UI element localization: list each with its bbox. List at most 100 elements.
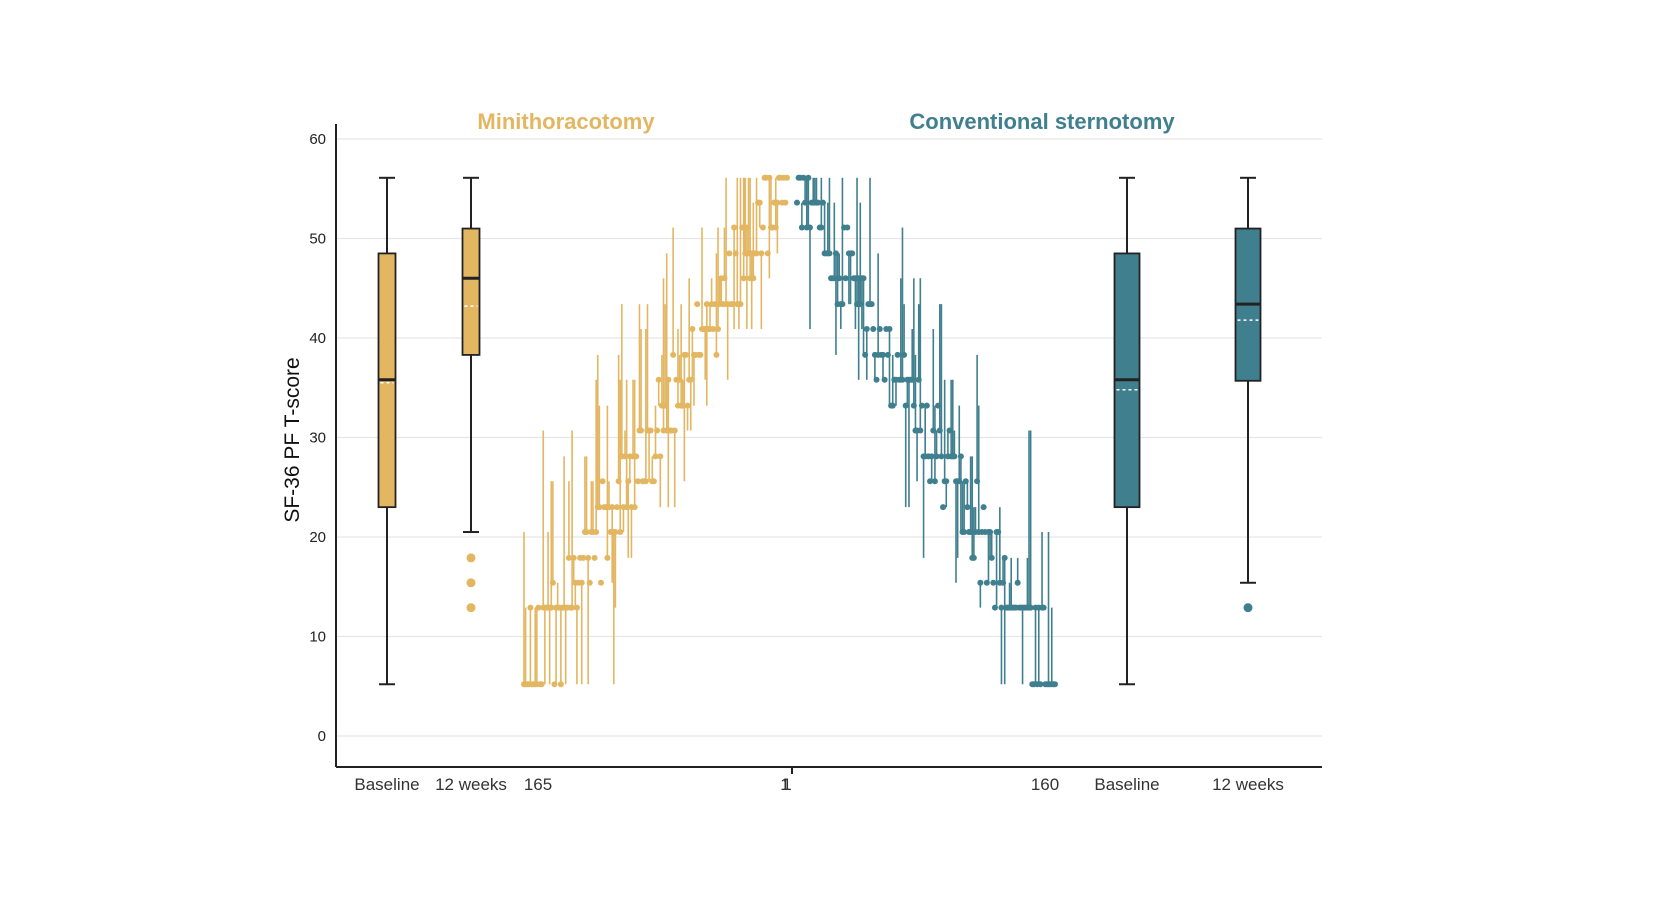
- patient-baseline-point: [753, 250, 760, 257]
- patient-baseline-point: [585, 554, 592, 561]
- x-tick-label: 12 weeks: [435, 775, 507, 794]
- patient-baseline-point: [596, 504, 603, 511]
- patient-baseline-point: [889, 402, 896, 409]
- patient-baseline-point: [918, 402, 925, 409]
- y-tick-label: 10: [309, 629, 326, 646]
- patient-baseline-point: [977, 579, 984, 586]
- box-plots: [377, 176, 1262, 686]
- patient-baseline-point: [899, 376, 906, 383]
- patient-baseline-point: [583, 529, 590, 536]
- patient-baseline-point: [617, 529, 624, 536]
- patient-baseline-point: [805, 174, 812, 181]
- patient-baseline-point: [794, 199, 800, 206]
- patient-baseline-point: [990, 579, 997, 586]
- y-tick-label: 40: [309, 330, 326, 347]
- patient-baseline-point: [750, 275, 757, 282]
- patient-baseline-point: [638, 427, 645, 434]
- patient-baseline-point: [609, 504, 616, 511]
- patient-baseline-point: [604, 554, 611, 561]
- patient-baseline-point: [980, 504, 987, 511]
- patient-baseline-point: [849, 250, 856, 257]
- patient-baseline-point: [1037, 681, 1044, 688]
- patient-baseline-point: [931, 478, 938, 485]
- conv-box-12-weeks: [1234, 176, 1262, 613]
- patient-baseline-point: [923, 402, 930, 409]
- patient-baseline-point: [844, 224, 851, 231]
- patient-baseline-point: [756, 199, 763, 206]
- patient-baseline-point: [961, 529, 968, 536]
- patient-baseline-point: [647, 427, 654, 434]
- y-tick-label: 50: [309, 231, 326, 248]
- patient-baseline-point: [689, 326, 696, 333]
- patient-baseline-point: [634, 478, 641, 485]
- patient-baseline-point: [591, 554, 598, 561]
- mini-waterfall: [521, 174, 790, 688]
- x-tick-label: 165: [524, 775, 552, 794]
- patient-baseline-point: [880, 351, 886, 358]
- group-title-conventional-sternotomy: Conventional sternotomy: [909, 109, 1175, 134]
- patient-baseline-point: [527, 604, 534, 611]
- outlier-point: [466, 603, 476, 613]
- x-tick-label: Baseline: [1094, 775, 1159, 794]
- patient-baseline-point: [798, 224, 805, 231]
- patient-baseline-point: [881, 376, 888, 383]
- patient-baseline-point: [938, 453, 945, 460]
- y-tick-label: 20: [309, 529, 326, 546]
- patient-baseline-point: [654, 427, 661, 434]
- x-tick-label: Baseline: [354, 775, 419, 794]
- patient-baseline-point: [642, 478, 649, 485]
- y-tick-label: 60: [309, 131, 326, 148]
- patient-baseline-point: [614, 504, 621, 511]
- patient-baseline-point: [565, 554, 572, 561]
- patient-baseline-point: [1001, 554, 1008, 561]
- patient-baseline-point: [839, 301, 846, 308]
- patient-baseline-point: [538, 681, 545, 688]
- patient-baseline-point: [943, 478, 950, 485]
- patient-baseline-point: [684, 402, 691, 409]
- axes: [335, 124, 1322, 774]
- patient-baseline-point: [569, 604, 576, 611]
- patient-baseline-point: [988, 554, 995, 561]
- patient-baseline-point: [655, 376, 662, 383]
- patient-baseline-point: [665, 376, 672, 383]
- patient-baseline-point: [784, 174, 790, 181]
- patient-baseline-point: [863, 326, 870, 333]
- patient-baseline-point: [806, 224, 813, 231]
- patient-baseline-point: [815, 199, 822, 206]
- patient-baseline-point: [580, 554, 587, 561]
- outlier-point: [466, 553, 476, 563]
- patient-baseline-point: [682, 351, 689, 358]
- patient-baseline-point: [782, 199, 789, 206]
- patient-baseline-point: [758, 250, 765, 257]
- patient-baseline-point: [1052, 681, 1058, 688]
- patient-baseline-point: [557, 681, 564, 688]
- patient-baseline-point: [597, 579, 604, 586]
- patient-baseline-point: [774, 199, 781, 206]
- patient-baseline-point: [549, 579, 556, 586]
- patient-baseline-point: [901, 351, 908, 358]
- conv-waterfall: [794, 174, 1058, 688]
- mini-box-baseline: [377, 176, 397, 686]
- x-tick-label: 12 weeks: [1212, 775, 1284, 794]
- patient-baseline-point: [836, 275, 843, 282]
- patient-baseline-point: [860, 275, 867, 282]
- patient-baseline-point: [917, 427, 924, 434]
- patient-baseline-point: [951, 453, 958, 460]
- patient-baseline-point: [703, 301, 710, 308]
- patient-baseline-point: [652, 453, 659, 460]
- box-iqr: [461, 227, 481, 356]
- patient-baseline-point: [740, 275, 747, 282]
- patient-baseline-point: [737, 301, 744, 308]
- patient-baseline-point: [599, 478, 606, 485]
- patient-baseline-point: [818, 224, 825, 231]
- patient-baseline-point: [612, 529, 619, 536]
- patient-baseline-point: [886, 326, 893, 333]
- patient-baseline-point: [535, 604, 542, 611]
- patient-baseline-point: [650, 478, 657, 485]
- patient-baseline-point: [1040, 604, 1047, 611]
- patient-baseline-point: [694, 301, 701, 308]
- x-tick-label: 160: [1031, 775, 1059, 794]
- y-tick-label: 30: [309, 430, 326, 447]
- patient-baseline-point: [578, 579, 585, 586]
- x-tick-label: 1: [782, 775, 791, 794]
